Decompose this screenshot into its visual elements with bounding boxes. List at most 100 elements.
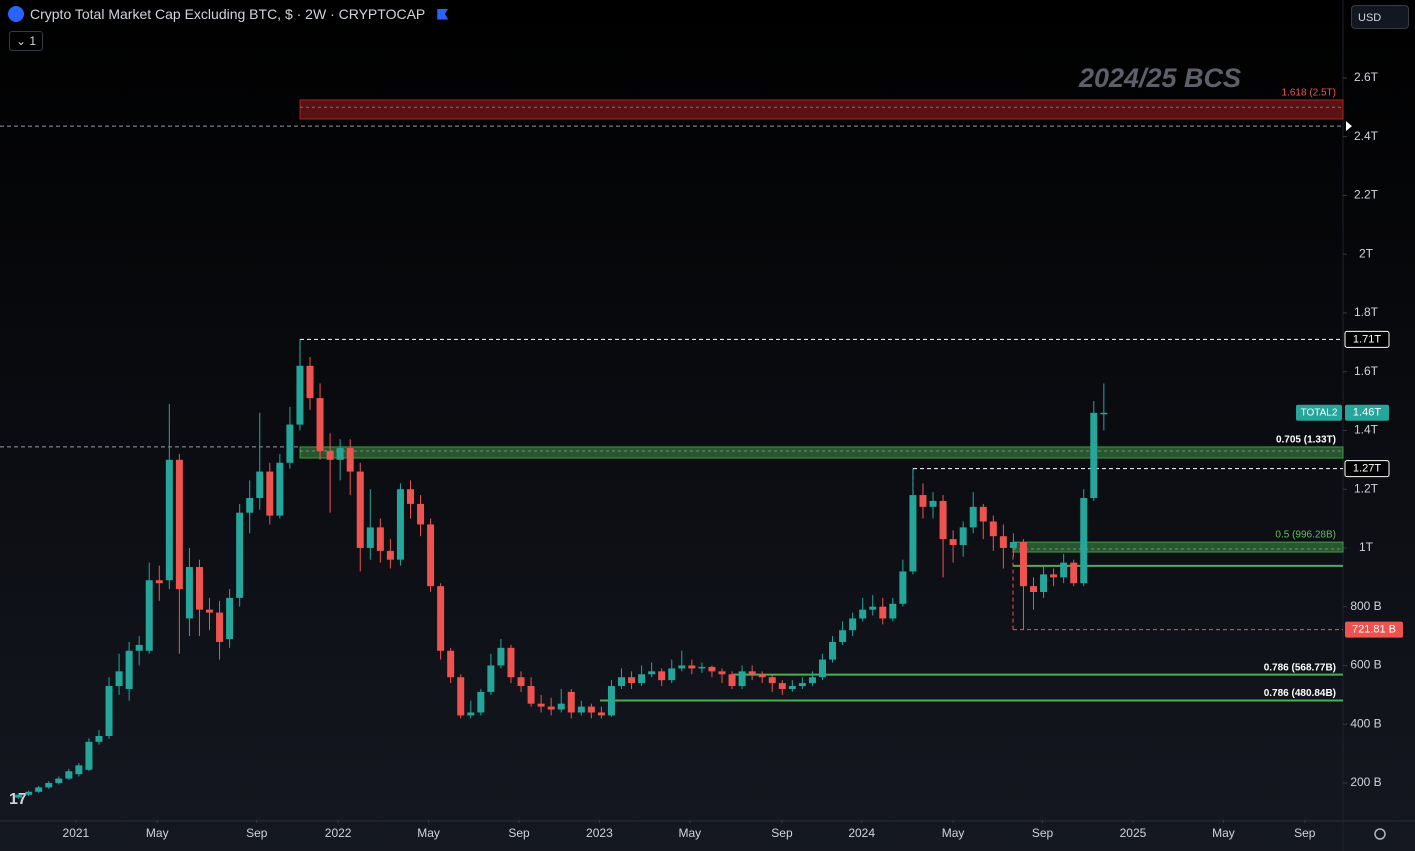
candle-body [296,365,304,425]
price-label: 1.46T [1353,407,1381,419]
x-tick-label: Sep [1294,826,1316,840]
title: Crypto Total Market Cap Excluding BTC, $… [30,6,426,22]
candle-body [55,778,63,783]
candle-body [105,686,113,736]
price-label-box [1345,621,1403,638]
candle-body [246,498,254,513]
candle-body [306,365,314,399]
logo: 17 [9,791,27,808]
candle-body [226,597,234,640]
candle-body [758,674,766,678]
candle-body [607,686,615,716]
candle-body [829,641,837,660]
candle-body [75,765,83,775]
candle-body [638,674,646,684]
candle-body [929,500,937,507]
y-tick-label: 1.8T [1354,305,1379,319]
candle-body [477,691,485,713]
x-tick-label: 2023 [586,826,613,840]
y-tick-label: 2.6T [1354,70,1379,84]
candle-body [527,686,535,704]
candle-body [276,462,284,516]
candle-body [216,612,224,642]
axis-arrow [1346,121,1352,132]
fib-label: 0.786 (480.84B) [1264,688,1336,699]
x-tick-label: Sep [771,826,793,840]
candle-body [547,706,555,710]
candle-body [386,550,394,560]
candle-body [406,489,414,504]
candle-body [979,506,987,522]
y-tick-label: 2T [1359,246,1374,260]
candle-body [25,791,33,795]
price-label: 1.71T [1353,333,1381,345]
y-tick-label: 2.2T [1354,188,1379,202]
candle-body [497,647,505,666]
candle-body [567,691,575,713]
candle-body [798,683,806,687]
candle-body [1070,562,1078,584]
candle-body [35,787,43,792]
interval-badge[interactable]: ⌄ 1 [9,31,44,51]
x-tick-label: 2021 [63,826,90,840]
candle-body [185,567,193,619]
candle-body [939,500,947,540]
candle-body [447,650,455,678]
candle-body [346,448,354,472]
candle-body [95,735,103,742]
x-tick-label: 2025 [1120,826,1147,840]
candle-body [658,671,666,681]
candle-body [778,683,786,689]
candle-body [286,424,294,463]
candle-body [818,659,826,678]
annotation: 2024/25 BCS [1078,63,1241,93]
candle-body [507,647,515,678]
candle-body [587,706,595,713]
currency-button[interactable]: USD [1351,5,1409,29]
candle-body [537,703,545,707]
candle-body [125,650,133,689]
candle-body [989,521,997,537]
candle-body [396,489,404,560]
x-tick-label: Sep [1032,826,1054,840]
candle-body [668,668,676,681]
candle-body [949,539,957,546]
fib-zone [299,99,1344,120]
candle-body [728,674,736,687]
candle-body [417,503,425,525]
x-tick-label: 2022 [325,826,352,840]
candle-body [266,471,274,516]
candle-body [366,527,374,548]
flag-icon[interactable] [437,8,449,20]
candle-body [748,671,756,675]
settings-icon[interactable] [1374,828,1386,840]
candle-body [859,609,867,619]
x-tick-label: 2024 [848,826,875,840]
candle-body [768,677,776,684]
y-tick-label: 200 B [1350,775,1381,789]
x-tick-label: Sep [508,826,530,840]
candle-body [457,677,465,716]
candle-body [1050,574,1058,578]
candle-body [788,686,796,689]
symbol-icon [8,6,24,22]
candle-body [85,741,93,770]
candle-body [1009,542,1017,548]
candle-body [165,459,173,581]
x-tick-label: Sep [246,826,268,840]
candle-body [688,665,696,669]
y-tick-label: 800 B [1350,599,1381,613]
series-name: TOTAL2 [1301,407,1338,418]
candle-body [437,586,445,651]
price-label: 1.27T [1353,463,1381,475]
y-tick-label: 1.6T [1354,364,1379,378]
candle-body [808,677,816,684]
candle-body [1019,542,1027,587]
candle-body [427,524,435,587]
candle-body [467,712,475,716]
candle-body [1100,412,1108,415]
y-tick-label: 600 B [1350,658,1381,672]
candle-body [969,506,977,528]
